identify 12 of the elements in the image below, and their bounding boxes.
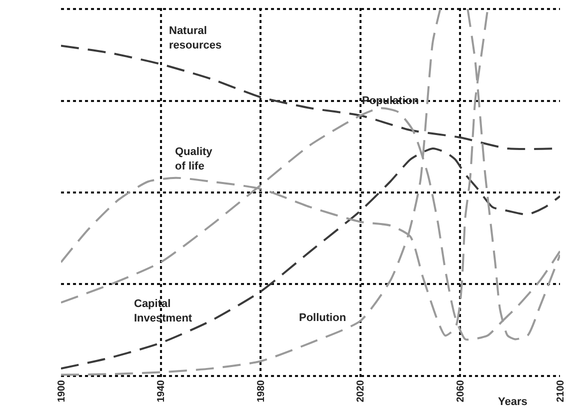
x-tick-label: 1980 — [256, 380, 267, 402]
x-tick-label: 2060 — [455, 380, 466, 402]
series-label: Quality of life — [175, 146, 214, 172]
series-label: Natural resources — [169, 25, 222, 52]
series-label: Pollution — [299, 312, 346, 324]
x-tick-label: 1940 — [156, 380, 168, 402]
x-tick-label: 2100 — [555, 380, 566, 402]
series-label: Population — [362, 95, 420, 107]
series-label: Capital Investment — [134, 298, 192, 324]
x-tick-label: 2020 — [356, 380, 367, 402]
x-tick-label: 1900 — [56, 380, 68, 402]
x-axis-title: Years — [498, 396, 528, 408]
